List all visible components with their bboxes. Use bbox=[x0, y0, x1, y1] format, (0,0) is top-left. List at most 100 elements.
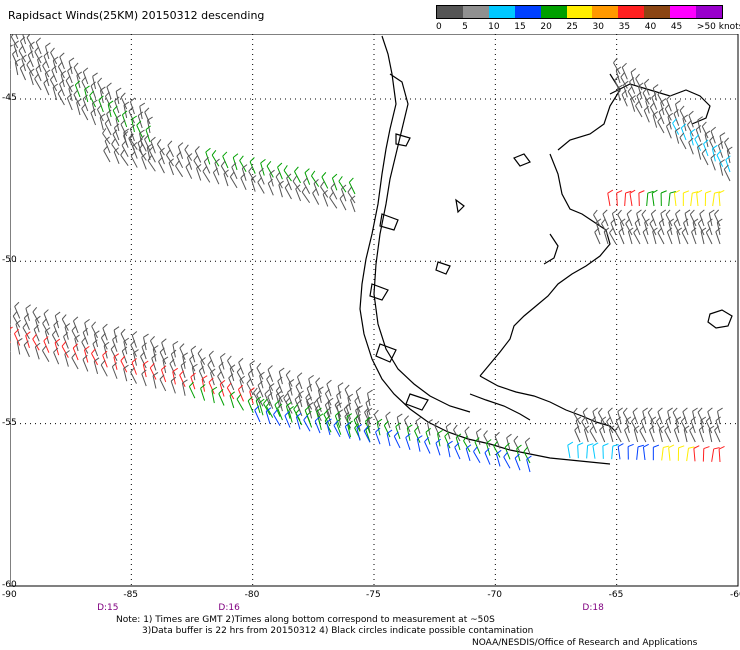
wind-barb bbox=[254, 409, 261, 423]
wind-barb-flag bbox=[144, 107, 150, 113]
wind-barb-flag bbox=[249, 360, 256, 365]
wind-barb-flag bbox=[106, 109, 112, 115]
wind-barb-flag bbox=[292, 175, 297, 182]
wind-barb-flag bbox=[366, 407, 373, 413]
wind-barb bbox=[27, 54, 34, 68]
wind-barb-flag bbox=[113, 353, 120, 358]
wind-barb bbox=[50, 52, 58, 65]
wind-barb-flag bbox=[123, 131, 129, 136]
wind-barb-flag bbox=[710, 153, 716, 159]
wind-barb-flag bbox=[73, 89, 79, 95]
wind-barb-flag bbox=[325, 388, 330, 394]
wind-barb-flag bbox=[75, 80, 81, 86]
wind-barb bbox=[43, 82, 50, 96]
wind-barb-flag bbox=[151, 353, 157, 359]
wind-barb bbox=[57, 66, 65, 79]
wind-barb bbox=[59, 83, 65, 97]
wind-barb-flag bbox=[15, 58, 21, 63]
wind-barb-flag bbox=[242, 164, 248, 169]
wind-barb bbox=[201, 378, 206, 392]
wind-barb-flag bbox=[129, 133, 134, 140]
wind-barb bbox=[144, 139, 151, 152]
wind-barb bbox=[293, 408, 301, 421]
wind-barb-flag bbox=[652, 227, 658, 232]
wind-barb-flag bbox=[102, 128, 107, 134]
wind-barb-flag bbox=[341, 184, 347, 190]
wind-barb-flag bbox=[92, 99, 98, 104]
colorbar-swatch bbox=[592, 6, 619, 18]
wind-barb-flag bbox=[294, 394, 300, 400]
wind-barb bbox=[311, 175, 320, 187]
wind-barb bbox=[303, 182, 311, 194]
wind-barb bbox=[343, 408, 351, 421]
wind-barb-flag bbox=[681, 123, 687, 129]
wind-barb-flag bbox=[486, 439, 492, 444]
wind-barb bbox=[267, 369, 274, 382]
wind-barb-flag bbox=[647, 190, 654, 194]
wind-barb-flag bbox=[633, 425, 640, 430]
wind-barb bbox=[295, 386, 303, 399]
wind-barb bbox=[113, 127, 120, 141]
wind-barb bbox=[495, 453, 501, 467]
wind-barb bbox=[257, 385, 264, 398]
wind-barb-flag bbox=[254, 405, 260, 411]
wind-barb bbox=[250, 179, 256, 192]
wind-barb bbox=[652, 115, 658, 128]
wind-barb-flag bbox=[424, 437, 430, 443]
wind-barb-flag bbox=[612, 444, 619, 447]
wind-barb-flag bbox=[35, 64, 41, 70]
wind-barb-flag bbox=[141, 152, 147, 158]
wind-barb-flag bbox=[26, 34, 31, 38]
wind-barb-flag bbox=[19, 63, 25, 69]
wind-barb bbox=[149, 150, 156, 163]
wind-barb-flag bbox=[600, 416, 607, 421]
wind-barb-flag bbox=[364, 407, 370, 413]
wind-barb-flag bbox=[179, 343, 185, 349]
wind-barb bbox=[621, 94, 628, 107]
wind-barb-flag bbox=[649, 102, 655, 108]
wind-barb bbox=[330, 187, 338, 200]
wind-barb bbox=[393, 436, 401, 449]
wind-barb-flag bbox=[130, 340, 136, 346]
wind-barb-flag bbox=[346, 413, 353, 418]
wind-barb-flag bbox=[326, 379, 332, 385]
wind-barb bbox=[283, 397, 291, 410]
wind-barb-flag bbox=[182, 379, 188, 384]
wind-barb-flag bbox=[335, 411, 341, 417]
wind-barb bbox=[339, 198, 347, 211]
wind-barb-flag bbox=[94, 330, 100, 335]
wind-barb-flag bbox=[179, 370, 185, 376]
wind-barb-flag bbox=[676, 227, 683, 232]
wind-barb-flag bbox=[694, 134, 700, 140]
wind-barb bbox=[524, 441, 531, 455]
wind-barb bbox=[690, 193, 693, 207]
wind-barb bbox=[573, 412, 581, 425]
wind-barb-flag bbox=[65, 75, 71, 81]
wind-barb-flag bbox=[45, 69, 51, 74]
wind-barb-flag bbox=[688, 137, 694, 143]
wind-barb bbox=[589, 430, 597, 443]
wind-barb-flag bbox=[238, 384, 244, 390]
wind-barb-flag bbox=[277, 376, 283, 382]
wind-barb-flag bbox=[226, 382, 232, 389]
colorbar-label: 5 bbox=[462, 22, 468, 32]
wind-barb-flag bbox=[81, 76, 87, 82]
wind-barb-flag bbox=[311, 170, 316, 177]
wind-barb bbox=[484, 452, 491, 465]
wind-barb-flag bbox=[295, 381, 301, 387]
wind-barb-flag bbox=[71, 352, 77, 358]
wind-barb bbox=[693, 448, 696, 462]
wind-barb-flag bbox=[714, 191, 721, 194]
wind-barb bbox=[689, 214, 697, 227]
wind-barb-flag bbox=[397, 413, 403, 418]
wind-barb-flag bbox=[689, 128, 696, 134]
wind-barb-flag bbox=[12, 49, 18, 55]
wind-barb-flag bbox=[637, 444, 644, 448]
wind-barb bbox=[15, 34, 19, 40]
wind-barb-flag bbox=[367, 389, 373, 394]
wind-barb bbox=[624, 429, 630, 443]
wind-barb-flag bbox=[260, 158, 266, 164]
wind-barb bbox=[321, 176, 329, 189]
wind-barb bbox=[159, 379, 167, 392]
wind-barb bbox=[91, 326, 99, 339]
